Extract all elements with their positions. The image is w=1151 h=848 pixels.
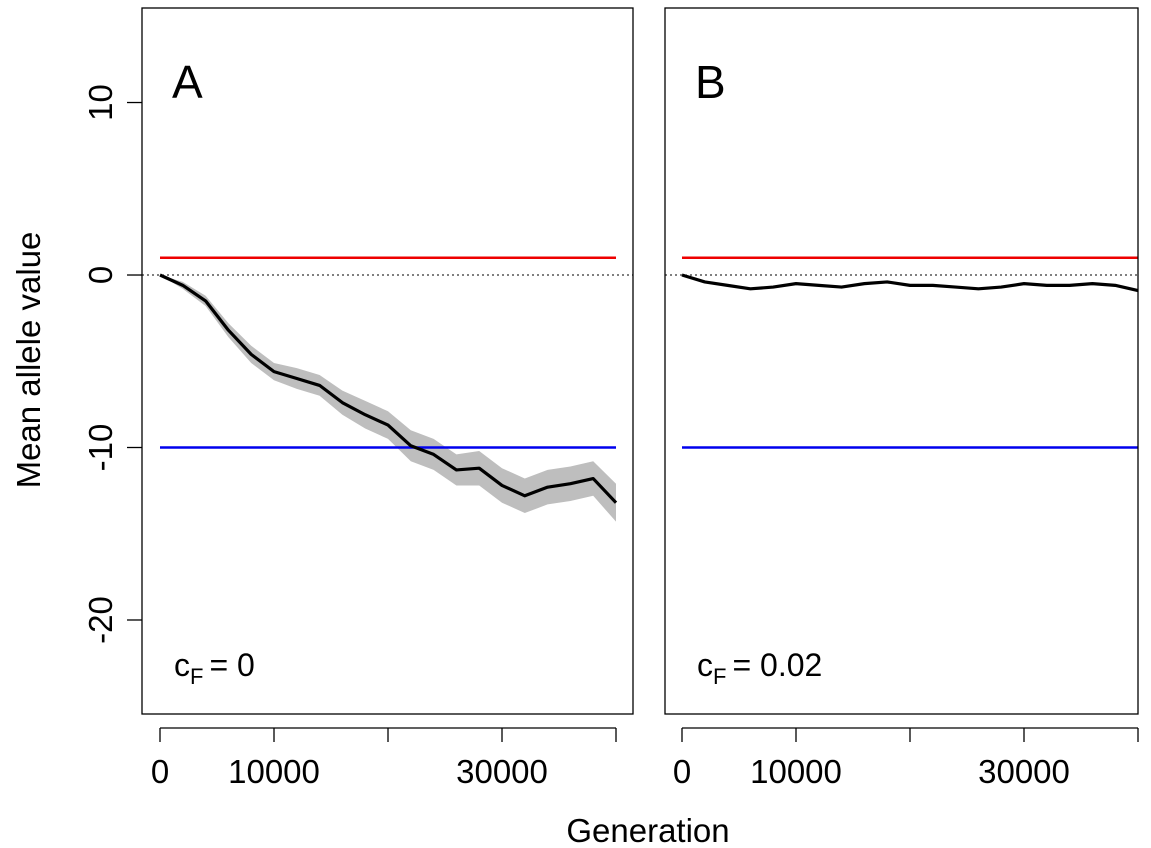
series-line <box>681 273 1139 293</box>
plot-frame <box>664 7 1139 715</box>
annotation: cF = 0.02 <box>697 647 822 689</box>
y-axis-title: Mean allele value <box>10 232 47 489</box>
plot-frame <box>141 7 634 715</box>
y-tick-label: 10 <box>82 84 119 121</box>
y-tick-label: 0 <box>82 266 119 284</box>
x-tick-label: 0 <box>673 753 691 790</box>
panel-label: B <box>695 56 726 108</box>
series-line <box>159 273 618 504</box>
y-tick-label: -10 <box>82 424 119 472</box>
panel-label: A <box>172 56 203 108</box>
x-tick-label: 10000 <box>750 753 842 790</box>
y-tick-label: -20 <box>82 596 119 644</box>
x-tick-label: 30000 <box>978 753 1070 790</box>
annotation-subscript: F <box>190 664 203 689</box>
annotation: cF = 0 <box>174 647 255 689</box>
x-axis-title: Generation <box>566 812 729 848</box>
x-tick-label: 0 <box>151 753 169 790</box>
x-tick-label: 10000 <box>228 753 320 790</box>
annotation-subscript: F <box>713 664 726 689</box>
annotation-text: = 0.02 <box>732 647 822 683</box>
x-tick-label: 30000 <box>456 753 548 790</box>
annotation-symbol: c <box>697 647 713 683</box>
confidence-band <box>160 275 617 522</box>
annotation-symbol: c <box>174 647 190 683</box>
annotation-text: = 0 <box>209 647 254 683</box>
